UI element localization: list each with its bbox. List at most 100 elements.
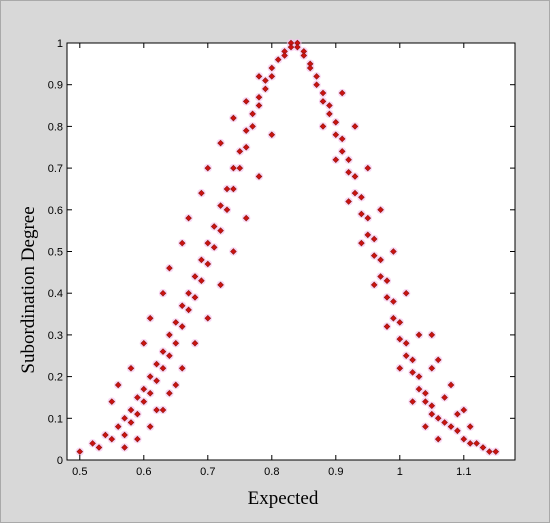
data-point <box>422 398 429 405</box>
y-tick-label: 0.6 <box>48 205 63 217</box>
data-point <box>262 85 269 93</box>
data-point <box>441 394 448 401</box>
data-point <box>140 385 148 393</box>
data-point <box>287 43 295 51</box>
x-tick-label: 0.5 <box>72 466 87 478</box>
data-point <box>191 339 199 347</box>
data-point <box>358 210 365 218</box>
data-point <box>185 289 192 297</box>
data-point <box>134 435 141 443</box>
data-point <box>370 281 378 289</box>
data-point <box>313 73 320 80</box>
data-point <box>268 131 276 138</box>
data-point <box>159 348 167 355</box>
data-point <box>236 164 244 172</box>
data-point <box>274 56 282 63</box>
data-point <box>204 260 212 268</box>
data-point <box>473 440 480 447</box>
data-point <box>255 73 263 80</box>
data-point <box>127 406 135 414</box>
data-point <box>95 444 103 451</box>
data-point <box>338 148 346 155</box>
data-point <box>198 189 205 197</box>
y-tick-label: 0.3 <box>48 330 63 342</box>
data-point <box>300 48 308 55</box>
data-point <box>230 114 237 122</box>
data-point <box>166 331 173 339</box>
data-point <box>364 231 372 239</box>
data-point <box>217 227 224 234</box>
data-point <box>447 423 455 430</box>
data-point <box>172 381 180 389</box>
data-point <box>134 410 141 418</box>
data-point <box>178 302 186 309</box>
data-point <box>422 423 429 430</box>
data-point <box>396 319 404 326</box>
y-tick-label: 0.4 <box>48 288 63 300</box>
y-tick-label: 0.9 <box>48 80 63 92</box>
data-point <box>383 323 391 330</box>
data-point <box>428 402 436 410</box>
data-point <box>146 314 154 322</box>
data-point <box>319 89 327 97</box>
data-point <box>114 423 122 430</box>
x-tick-label: 1.1 <box>456 466 471 478</box>
data-point <box>242 98 250 105</box>
y-tick-label: 0.1 <box>48 413 63 425</box>
data-point <box>326 110 333 118</box>
x-axis-label: Expected <box>248 488 319 509</box>
data-point <box>153 360 160 368</box>
data-point <box>402 352 410 360</box>
data-point <box>76 448 84 455</box>
data-point <box>428 365 436 372</box>
data-point <box>332 156 340 164</box>
data-point <box>268 73 276 80</box>
data-point <box>396 335 404 343</box>
data-point <box>127 365 135 372</box>
data-point <box>454 427 461 435</box>
data-point <box>338 89 346 97</box>
data-point <box>364 164 372 172</box>
data-point <box>153 406 160 414</box>
data-point <box>415 331 423 339</box>
data-point <box>114 381 122 389</box>
data-point <box>466 423 474 430</box>
data-point <box>223 185 231 193</box>
data-point <box>230 248 237 255</box>
data-point <box>166 352 173 360</box>
data-point <box>460 406 468 414</box>
data-point <box>319 98 327 105</box>
data-point <box>306 60 314 68</box>
x-tick-label: 1 <box>397 466 403 478</box>
data-point <box>249 110 256 118</box>
data-point <box>255 173 263 180</box>
data-point <box>492 448 500 455</box>
data-point <box>249 123 256 130</box>
data-point <box>345 198 352 205</box>
data-point <box>108 398 116 405</box>
data-point <box>338 135 346 143</box>
data-point <box>172 319 180 326</box>
data-point <box>370 235 378 243</box>
y-tick-label: 0.8 <box>48 121 63 133</box>
data-point <box>326 102 333 109</box>
data-point <box>332 118 340 126</box>
data-point <box>204 239 212 247</box>
data-point <box>415 385 423 393</box>
y-tick-label: 0.7 <box>48 163 63 175</box>
data-point <box>185 306 192 314</box>
data-point <box>402 289 410 297</box>
data-point <box>370 252 378 259</box>
data-point <box>191 273 199 280</box>
data-point <box>306 64 314 72</box>
data-point <box>204 164 212 172</box>
data-point <box>409 356 416 364</box>
data-point <box>134 394 141 401</box>
data-point <box>166 390 173 397</box>
data-point <box>198 277 205 284</box>
data-point <box>390 248 397 255</box>
data-point <box>351 189 359 197</box>
data-point <box>210 223 218 230</box>
